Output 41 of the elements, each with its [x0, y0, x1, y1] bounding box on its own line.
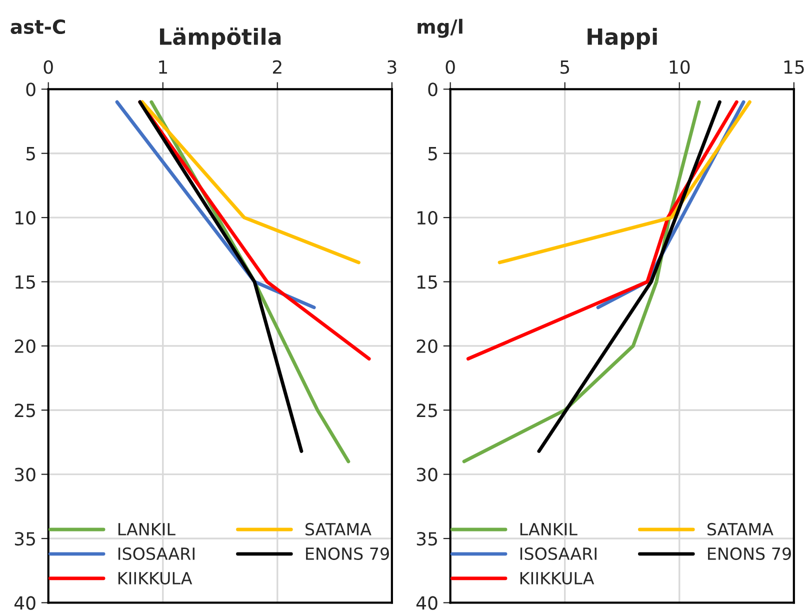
y-tick-label: 20 — [14, 339, 36, 354]
y-tick-label: 0 — [428, 82, 438, 96]
y-tick-label: 15 — [16, 275, 35, 289]
y-tick-label: 0 — [26, 82, 36, 96]
legend-label: KIIKKULA — [520, 572, 594, 584]
legend-label: KIIKKULA — [118, 572, 192, 584]
y-tick-label: 35 — [14, 532, 35, 546]
y-tick-label: 10 — [418, 211, 438, 225]
line-series — [466, 100, 738, 361]
y-tick-label: 5 — [26, 147, 35, 160]
y-tick-label: 25 — [14, 404, 35, 418]
x-tick-label: 2 — [272, 60, 282, 74]
y-tick-label: 5 — [428, 147, 437, 160]
x-tick-label: 0 — [44, 60, 53, 74]
x-tick-label: 10 — [670, 60, 690, 74]
y-tick-label: 35 — [416, 532, 437, 546]
x-tick-label: 15 — [784, 60, 804, 74]
y-tick-label: 25 — [416, 404, 437, 418]
legend-label: ISOSAARI — [118, 547, 194, 560]
y-axis-title: ast-C — [10, 19, 65, 34]
y-tick-label: 10 — [16, 211, 36, 225]
y-tick-label: 20 — [416, 339, 438, 354]
x-tick-label: 1 — [159, 60, 167, 74]
legend-label: ENONS 79 — [306, 547, 389, 560]
y-tick-label: 15 — [418, 275, 437, 289]
y-tick-label: 40 — [14, 596, 36, 610]
x-tick-label: 3 — [388, 60, 396, 74]
y-axis-title: mg/l — [418, 18, 462, 38]
x-tick-label: 5 — [560, 60, 570, 74]
legend-label: SATAMA — [306, 522, 372, 536]
chart-title: Happi — [588, 28, 657, 50]
y-tick-label: 30 — [416, 468, 438, 482]
legend-label: SATAMA — [708, 522, 774, 536]
x-tick-label: 0 — [446, 60, 455, 74]
y-tick-label: 40 — [416, 596, 438, 610]
legend-label: LANKIL — [118, 523, 176, 536]
legend-label: ENONS 79 — [708, 547, 791, 560]
chart-title: Lämpötila — [160, 28, 281, 50]
legend-label: ISOSAARI — [520, 547, 596, 560]
legend-label: LANKIL — [520, 523, 578, 536]
y-tick-label: 30 — [14, 468, 36, 482]
